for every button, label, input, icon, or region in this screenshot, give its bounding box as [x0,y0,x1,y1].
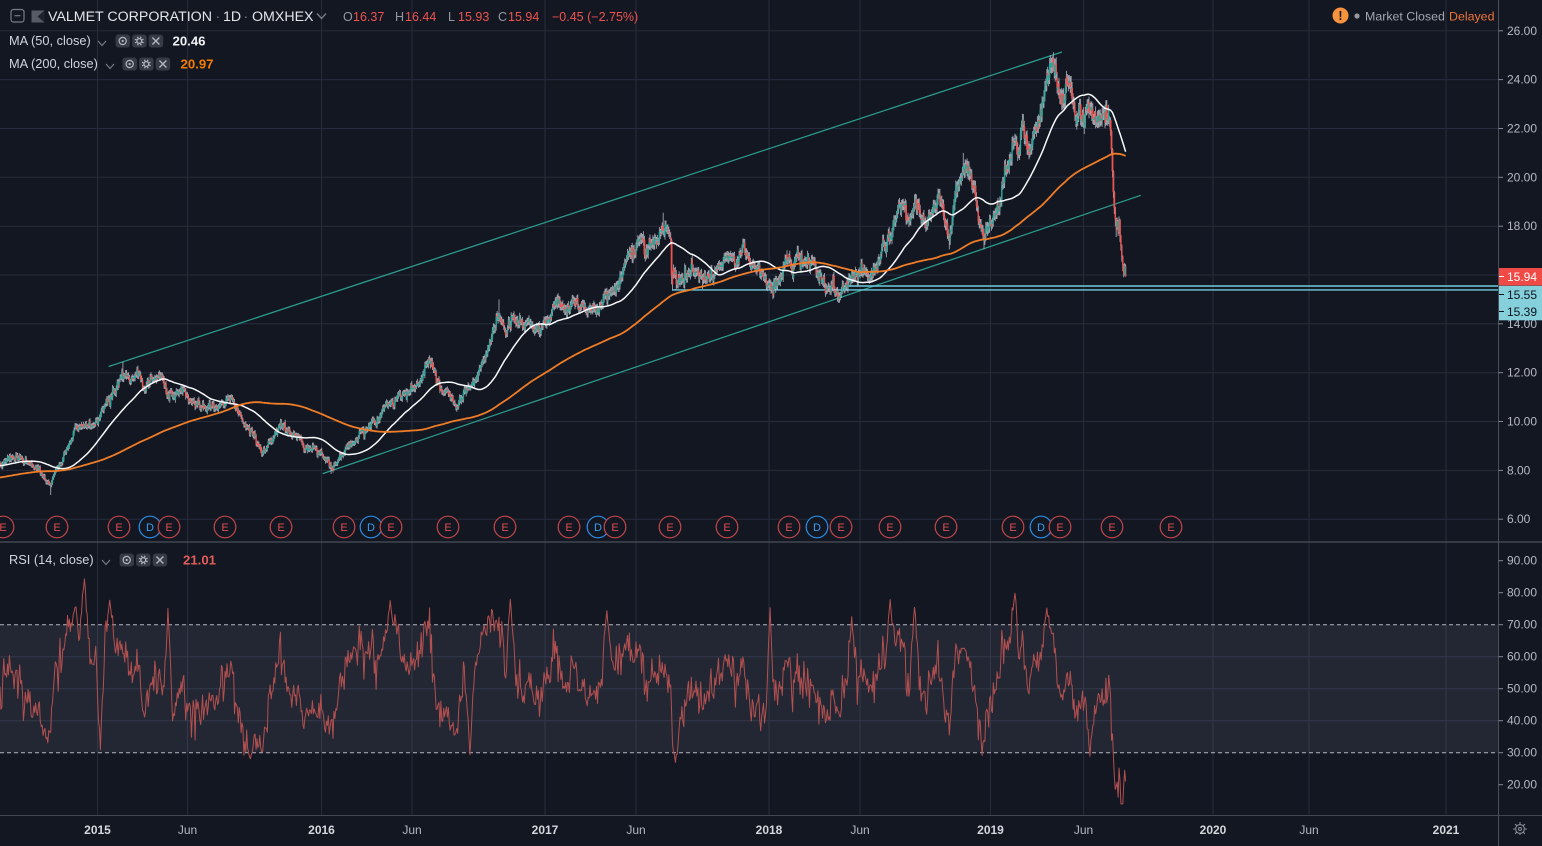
svg-text:50.00: 50.00 [1507,682,1537,696]
svg-text:2016: 2016 [308,823,335,837]
svg-text:·: · [244,9,249,25]
svg-text:C: C [498,10,507,24]
svg-text:E: E [723,522,730,534]
svg-text:20.46: 20.46 [173,34,206,49]
svg-text:26.00: 26.00 [1507,24,1537,38]
svg-text:E: E [1167,522,1174,534]
svg-text:E: E [666,522,673,534]
svg-text:E: E [0,522,7,534]
svg-text:70.00: 70.00 [1507,618,1537,632]
svg-text:21.01: 21.01 [183,553,216,568]
svg-text:E: E [53,522,60,534]
svg-text:15.39: 15.39 [1507,305,1537,319]
svg-text:90.00: 90.00 [1507,554,1537,568]
svg-text:MA (50, close): MA (50, close) [9,33,91,48]
svg-text:2018: 2018 [756,823,783,837]
svg-text:Jun: Jun [402,823,421,837]
svg-text:15.94: 15.94 [508,10,539,24]
svg-text:E: E [501,522,508,534]
svg-text:D: D [367,522,375,534]
svg-text:2021: 2021 [1433,823,1460,837]
svg-text:E: E [565,522,572,534]
svg-text:E: E [785,522,792,534]
svg-text:E: E [340,522,347,534]
svg-text:2020: 2020 [1200,823,1227,837]
svg-text:Jun: Jun [1299,823,1318,837]
svg-text:Jun: Jun [626,823,645,837]
svg-text:VALMET CORPORATION: VALMET CORPORATION [48,9,212,25]
svg-text:E: E [942,522,949,534]
svg-text:D: D [1037,522,1045,534]
svg-text:E: E [1009,522,1016,534]
svg-text:E: E [387,522,394,534]
svg-text:18.00: 18.00 [1507,219,1537,233]
svg-text:24.00: 24.00 [1507,73,1537,87]
svg-text:RSI (14, close): RSI (14, close) [9,552,94,567]
svg-text:D: D [594,522,602,534]
svg-text:E: E [115,522,122,534]
svg-text:20.97: 20.97 [181,57,214,72]
svg-text:6.00: 6.00 [1507,512,1531,526]
svg-text:Jun: Jun [850,823,869,837]
svg-text:D: D [813,522,821,534]
svg-text:E: E [1108,522,1115,534]
svg-text:15.55: 15.55 [1507,288,1537,302]
svg-text:Jun: Jun [178,823,197,837]
svg-text:2019: 2019 [977,823,1004,837]
svg-text:30.00: 30.00 [1507,746,1537,760]
svg-text:40.00: 40.00 [1507,714,1537,728]
svg-text:2015: 2015 [84,823,111,837]
svg-text:E: E [444,522,451,534]
svg-text:Market Closed: Market Closed [1365,9,1445,23]
svg-text:H: H [395,10,404,24]
svg-text:20.00: 20.00 [1507,778,1537,792]
svg-text:E: E [1056,522,1063,534]
svg-text:16.44: 16.44 [405,10,436,24]
svg-text:Delayed: Delayed [1449,9,1495,23]
svg-text:15.93: 15.93 [458,10,489,24]
svg-text:MA (200, close): MA (200, close) [9,56,98,71]
svg-text:OMXHEX: OMXHEX [252,9,314,25]
svg-text:1D: 1D [223,9,241,25]
svg-text:10.00: 10.00 [1507,415,1537,429]
svg-text:15.94: 15.94 [1507,270,1537,284]
svg-text:22.00: 22.00 [1507,122,1537,136]
svg-text:E: E [165,522,172,534]
svg-text:20.00: 20.00 [1507,170,1537,184]
svg-text:12.00: 12.00 [1507,366,1537,380]
svg-text:60.00: 60.00 [1507,650,1537,664]
svg-text:·: · [216,9,221,25]
svg-text:8.00: 8.00 [1507,463,1531,477]
svg-text:E: E [277,522,284,534]
svg-text:16.37: 16.37 [353,10,384,24]
svg-text:−0.45 (−2.75%): −0.45 (−2.75%) [552,10,638,24]
svg-text:Jun: Jun [1074,823,1093,837]
svg-text:E: E [886,522,893,534]
svg-text:80.00: 80.00 [1507,586,1537,600]
svg-text:L: L [448,10,455,24]
svg-text:2017: 2017 [532,823,559,837]
svg-text:E: E [611,522,618,534]
svg-text:D: D [146,522,154,534]
svg-text:O: O [343,10,353,24]
svg-text:!: ! [1338,9,1342,23]
svg-text:E: E [837,522,844,534]
svg-text:E: E [221,522,228,534]
